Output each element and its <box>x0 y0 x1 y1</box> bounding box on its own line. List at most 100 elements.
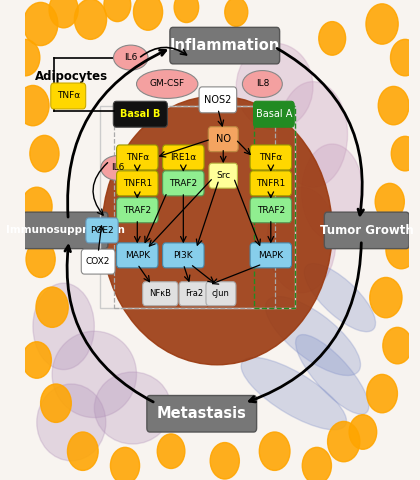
Bar <box>254 106 295 308</box>
Text: PI3K: PI3K <box>173 251 193 260</box>
Ellipse shape <box>101 156 135 180</box>
Text: NOS2: NOS2 <box>204 95 231 105</box>
Text: TNFR1: TNFR1 <box>256 179 286 188</box>
Circle shape <box>36 287 68 327</box>
Circle shape <box>328 421 360 462</box>
FancyBboxPatch shape <box>163 145 204 170</box>
Ellipse shape <box>37 384 106 461</box>
Ellipse shape <box>278 82 347 187</box>
Circle shape <box>134 0 163 30</box>
FancyBboxPatch shape <box>86 218 118 243</box>
FancyBboxPatch shape <box>51 83 86 109</box>
Text: NFκB: NFκB <box>150 289 171 298</box>
Ellipse shape <box>242 71 282 97</box>
FancyBboxPatch shape <box>81 249 115 274</box>
Ellipse shape <box>52 331 136 418</box>
Circle shape <box>302 447 331 480</box>
Text: TRAF2: TRAF2 <box>257 206 285 215</box>
Circle shape <box>378 86 409 125</box>
Text: IRE1α: IRE1α <box>170 153 197 162</box>
Circle shape <box>110 447 139 480</box>
Text: Adipocytes: Adipocytes <box>35 70 108 84</box>
Circle shape <box>157 434 185 468</box>
Bar <box>100 106 295 308</box>
Text: Metastasis: Metastasis <box>157 406 247 421</box>
Circle shape <box>225 0 248 26</box>
Circle shape <box>386 230 417 269</box>
Circle shape <box>104 0 131 22</box>
Ellipse shape <box>304 264 375 332</box>
Ellipse shape <box>302 144 363 240</box>
FancyBboxPatch shape <box>163 243 204 268</box>
Text: Immunosuppression: Immunosuppression <box>6 226 125 235</box>
Text: Tumor Growth: Tumor Growth <box>320 224 414 237</box>
FancyBboxPatch shape <box>143 282 178 306</box>
Ellipse shape <box>267 187 336 293</box>
FancyBboxPatch shape <box>170 27 280 64</box>
Text: TNFα: TNFα <box>259 153 282 162</box>
Text: IL6: IL6 <box>124 53 137 62</box>
Circle shape <box>24 2 58 46</box>
Text: Basal B: Basal B <box>120 109 160 119</box>
Text: MAPK: MAPK <box>125 251 150 260</box>
FancyBboxPatch shape <box>254 101 294 127</box>
Ellipse shape <box>296 335 369 414</box>
Ellipse shape <box>94 372 171 444</box>
FancyBboxPatch shape <box>250 198 291 223</box>
FancyBboxPatch shape <box>250 243 291 268</box>
Ellipse shape <box>102 96 332 365</box>
Text: TNFR1: TNFR1 <box>123 179 152 188</box>
FancyBboxPatch shape <box>179 282 209 306</box>
Circle shape <box>10 39 40 76</box>
Circle shape <box>68 432 98 470</box>
Circle shape <box>375 183 404 220</box>
Text: Fra2: Fra2 <box>185 289 203 298</box>
Ellipse shape <box>265 297 360 375</box>
Circle shape <box>22 342 51 378</box>
FancyBboxPatch shape <box>199 87 236 113</box>
Circle shape <box>49 0 78 28</box>
Text: Basal A: Basal A <box>256 109 292 119</box>
Circle shape <box>210 443 239 479</box>
Circle shape <box>367 374 397 413</box>
Text: cJun: cJun <box>212 289 230 298</box>
Circle shape <box>21 187 52 226</box>
FancyBboxPatch shape <box>250 171 291 196</box>
FancyBboxPatch shape <box>23 212 108 249</box>
FancyBboxPatch shape <box>250 145 291 170</box>
Circle shape <box>391 39 420 76</box>
Text: TNFα: TNFα <box>57 92 80 100</box>
Text: GM-CSF: GM-CSF <box>150 80 185 88</box>
Text: Inflammation: Inflammation <box>170 38 280 53</box>
Circle shape <box>17 85 49 126</box>
Text: TRAF2: TRAF2 <box>123 206 151 215</box>
Circle shape <box>74 0 107 39</box>
FancyBboxPatch shape <box>117 171 158 196</box>
FancyBboxPatch shape <box>117 243 158 268</box>
Ellipse shape <box>113 45 148 70</box>
Circle shape <box>41 384 71 422</box>
FancyBboxPatch shape <box>113 101 168 127</box>
Circle shape <box>383 327 412 364</box>
Circle shape <box>319 22 346 55</box>
Text: Src: Src <box>216 171 230 180</box>
Ellipse shape <box>236 43 313 130</box>
Text: IL6: IL6 <box>111 164 125 172</box>
FancyBboxPatch shape <box>208 127 238 152</box>
Circle shape <box>259 432 290 470</box>
FancyBboxPatch shape <box>117 198 158 223</box>
Circle shape <box>26 241 55 277</box>
Circle shape <box>349 415 377 449</box>
Ellipse shape <box>241 358 346 430</box>
FancyBboxPatch shape <box>147 396 257 432</box>
Text: COX2: COX2 <box>86 257 110 266</box>
FancyBboxPatch shape <box>209 163 237 188</box>
Circle shape <box>370 277 402 318</box>
Ellipse shape <box>33 283 94 370</box>
Text: IL8: IL8 <box>256 80 269 88</box>
Text: PGE2: PGE2 <box>90 226 114 235</box>
FancyBboxPatch shape <box>117 145 158 170</box>
Circle shape <box>174 0 199 23</box>
FancyBboxPatch shape <box>324 212 409 249</box>
Text: TRAF2: TRAF2 <box>169 179 197 188</box>
